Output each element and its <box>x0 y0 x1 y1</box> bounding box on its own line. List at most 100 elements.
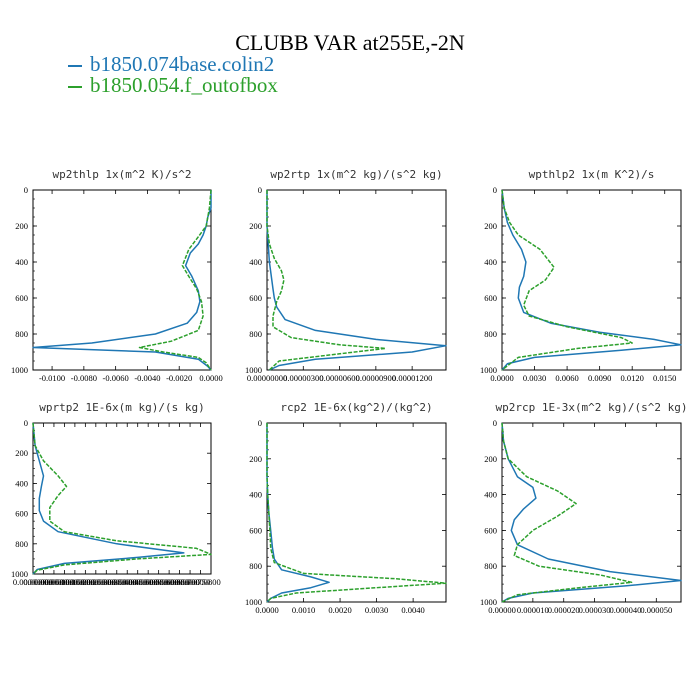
x-tick-label: 0.00000000 <box>13 577 53 587</box>
y-tick-label: 1000 <box>11 365 28 375</box>
series-line <box>501 422 633 603</box>
series-line <box>266 190 447 371</box>
y-tick-label: 0 <box>24 185 28 195</box>
x-tick-label: 0.0150 <box>653 373 676 383</box>
y-tick-label: 0 <box>493 185 497 195</box>
x-tick-label: 0.000020 <box>548 605 580 615</box>
y-tick-label: 1000 <box>480 597 497 607</box>
x-tick-label: 0.0030 <box>523 373 546 383</box>
legend-label-outofbox: b1850.054.f_outofbox <box>90 73 278 97</box>
x-tick-label: 0.000050 <box>640 605 672 615</box>
x-tick-label: 0.00000800 <box>180 577 220 587</box>
panel-4: wprtp2 1E-6x(m kg)/(s kg) 0 200 400 600 800 10… <box>11 401 221 587</box>
y-tick-label: 400 <box>484 490 497 500</box>
series-line <box>266 190 387 371</box>
x-tick-label: 0.00000600 <box>138 577 178 587</box>
legend-swatch-base <box>68 65 82 68</box>
y-tick-label: 400 <box>249 257 262 267</box>
x-tick-label: 0.0040 <box>401 605 424 615</box>
y-tick-label: 600 <box>249 293 262 303</box>
x-tick-label: 0.00000350 <box>86 577 126 587</box>
panel-2: wp2rtp 1x(m^2 kg)/(s^2 kg) 0 200 400 600 800 1… <box>245 168 447 383</box>
plot-frame <box>501 189 682 371</box>
y-tick-label: 0 <box>493 418 497 428</box>
x-tick-label: 0.000030 <box>579 605 611 615</box>
x-tick-label: 0.0010 <box>292 605 315 615</box>
series-line <box>138 189 212 371</box>
y-tick-label: 800 <box>249 329 262 339</box>
x-tick-label: -0.0040 <box>134 373 160 383</box>
y-tick-label: 1000 <box>245 365 262 375</box>
plot-frame <box>32 422 212 575</box>
legend-entry-outofbox: b1850.054.f_outofbox <box>68 73 278 98</box>
y-tick-label: 1000 <box>245 597 262 607</box>
panel-title: wp2rcp 1E-3x(m^2 kg)/(s^2 kg) <box>495 401 687 414</box>
x-tick-label: -0.0100 <box>39 373 65 383</box>
x-tick-label: -0.0020 <box>166 373 192 383</box>
y-tick-label: 200 <box>484 454 497 464</box>
y-tick-label: 600 <box>484 293 497 303</box>
y-tick-label: 200 <box>15 221 28 231</box>
panel-title: wpthlp2 1x(m K^2)/s <box>529 168 655 181</box>
panel-5: rcp2 1E-6x(kg^2)/(kg^2) 0 200 400 600 800 1000… <box>245 401 447 615</box>
panel-3: wpthlp2 1x(m K^2)/s020040060080010000.00… <box>480 168 682 383</box>
legend-label-base: b1850.074base.colin2 <box>90 52 275 76</box>
x-tick-label: 0.00000500 <box>118 577 158 587</box>
x-tick-label: 0.00000300 <box>76 577 116 587</box>
x-tick-label: 0.00000 <box>488 605 516 615</box>
series-line <box>32 422 212 575</box>
x-tick-label: 0.00000150 <box>44 577 84 587</box>
series-line <box>266 423 330 603</box>
figure-title: CLUBB VAR at255E,-2N <box>235 30 465 55</box>
x-tick-label: 0.0060 <box>555 373 578 383</box>
y-tick-label: 400 <box>15 478 28 488</box>
y-tick-label: 1000 <box>11 569 28 579</box>
x-tick-label: 0.00000200 <box>55 577 95 587</box>
y-tick-label: 0 <box>24 418 28 428</box>
panel-6: wp2rcp 1E-3x(m^2 kg)/(s^2 kg) 0 200 400 600 8… <box>480 401 688 615</box>
y-tick-label: 600 <box>15 293 28 303</box>
x-tick-label: 0.000010 <box>517 605 549 615</box>
x-tick-label: 0.00000400 <box>97 577 137 587</box>
x-tick-label: 0.0000 <box>255 605 278 615</box>
y-tick-label: 800 <box>484 561 497 571</box>
plot-frame <box>266 422 447 603</box>
x-tick-label: 0.00001200 <box>392 373 432 383</box>
y-tick-label: 0 <box>258 418 262 428</box>
legend-swatch-outofbox <box>68 86 82 89</box>
x-tick-label: 0.0030 <box>365 605 388 615</box>
x-tick-label: -0.0080 <box>71 373 97 383</box>
y-tick-label: 200 <box>249 454 262 464</box>
series-line <box>32 422 185 575</box>
y-tick-label: 600 <box>249 525 262 535</box>
x-tick-label: 0.0090 <box>588 373 611 383</box>
x-tick-label: 0.0000 <box>490 373 513 383</box>
legend-entry-base: b1850.074base.colin2 <box>68 52 274 77</box>
series-line <box>266 423 447 603</box>
y-tick-label: 400 <box>15 257 28 267</box>
y-tick-label: 400 <box>249 490 262 500</box>
x-tick-label: 0.00000650 <box>149 577 189 587</box>
y-tick-label: 600 <box>15 509 28 519</box>
y-tick-label: 800 <box>15 539 28 549</box>
x-tick-label: 0.00000450 <box>107 577 147 587</box>
x-tick-label: 0.00000900 <box>356 373 396 383</box>
x-tick-label: 0.0000 <box>199 373 222 383</box>
x-tick-label: 0.00000700 <box>159 577 199 587</box>
x-tick-label: 0.00000000 <box>247 373 287 383</box>
x-tick-label: 0.0020 <box>328 605 351 615</box>
y-tick-label: 400 <box>484 257 497 267</box>
series-line <box>501 189 633 371</box>
x-tick-label: 0.00000250 <box>65 577 105 587</box>
x-tick-label: -0.0060 <box>103 373 129 383</box>
y-tick-label: 1000 <box>480 365 497 375</box>
x-tick-label: 0.000040 <box>610 605 642 615</box>
panel-title: wprtp2 1E-6x(m kg)/(s kg) <box>39 401 205 414</box>
panel-title: wp2thlp 1x(m^2 K)/s^2 <box>52 168 191 181</box>
x-tick-label: 0.00000550 <box>128 577 168 587</box>
x-tick-label: 0.00000050 <box>23 577 63 587</box>
series-line <box>501 422 682 603</box>
y-tick-label: 200 <box>249 221 262 231</box>
y-tick-label: 200 <box>15 448 28 458</box>
